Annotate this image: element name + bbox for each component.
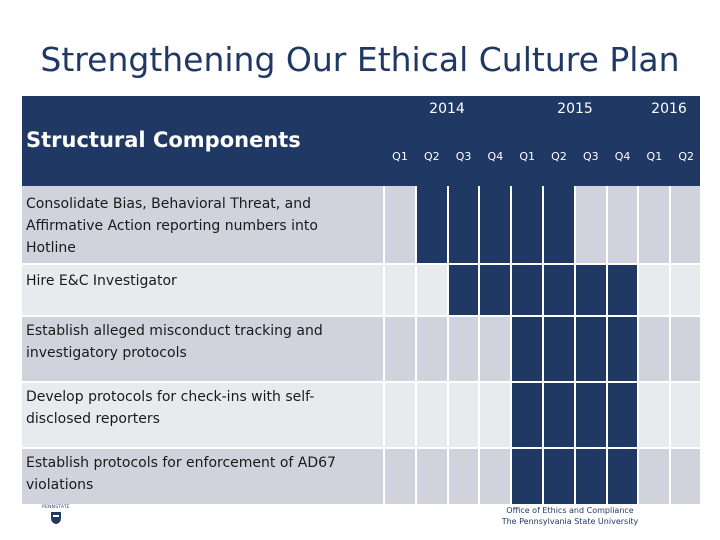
quarter-label: Q2 bbox=[551, 150, 567, 163]
timeline-active-cell bbox=[479, 186, 512, 264]
structural-components-heading: Structural Components bbox=[26, 128, 301, 152]
grid-column-divider bbox=[383, 186, 385, 504]
penn-state-shield-icon bbox=[51, 512, 61, 524]
quarter-label: Q2 bbox=[423, 150, 440, 163]
quarter-label: Q3 bbox=[455, 150, 472, 163]
slide-title: Strengthening Our Ethical Culture Plan bbox=[40, 40, 680, 79]
logo-wordmark: PENNSTATE bbox=[42, 505, 70, 510]
row-label: Develop protocols for check-ins with sel… bbox=[26, 389, 315, 427]
grid-column-divider bbox=[637, 186, 640, 504]
quarter-label: Q3 bbox=[582, 150, 599, 163]
timeline-active-cell bbox=[511, 264, 543, 316]
timeline-active-cell bbox=[574, 264, 607, 316]
grid-column-divider bbox=[542, 186, 544, 504]
timeline-active-cell bbox=[511, 186, 543, 264]
timeline-active-cell bbox=[511, 382, 543, 448]
timeline-active-cell bbox=[511, 448, 543, 504]
timeline-active-cell bbox=[606, 448, 639, 504]
timeline-active-cell bbox=[574, 448, 607, 504]
quarter-label: Q4 bbox=[614, 150, 631, 163]
timeline-active-cell bbox=[543, 448, 575, 504]
timeline-active-cell bbox=[574, 316, 607, 382]
grid-row-divider bbox=[22, 447, 700, 449]
timeline-active-cell bbox=[511, 316, 543, 382]
footer-office: Office of Ethics and Compliance bbox=[506, 506, 634, 515]
row-label: Establish alleged misconduct tracking an… bbox=[26, 323, 323, 361]
grid-column-divider bbox=[605, 186, 608, 504]
timeline-active-cell bbox=[606, 382, 639, 448]
grid-column-divider bbox=[669, 186, 672, 504]
timeline-active-cell bbox=[415, 186, 448, 264]
grid-column-divider bbox=[510, 186, 513, 504]
footer-credit: Office of Ethics and Compliance The Penn… bbox=[490, 505, 650, 527]
table-header-bar bbox=[22, 96, 700, 186]
quarter-label: Q1 bbox=[392, 150, 408, 163]
timeline-active-cell bbox=[606, 264, 639, 316]
timeline-active-cell bbox=[543, 186, 575, 264]
timeline-active-cell bbox=[479, 264, 512, 316]
timeline-active-cell bbox=[447, 186, 480, 264]
row-label: Establish protocols for enforcement of A… bbox=[26, 455, 336, 493]
grid-column-divider bbox=[701, 186, 703, 504]
grid-column-divider bbox=[573, 186, 576, 504]
quarter-label: Q1 bbox=[646, 150, 663, 163]
quarter-label: Q2 bbox=[678, 150, 695, 163]
timeline-active-cell bbox=[543, 316, 575, 382]
timeline-active-cell bbox=[606, 316, 639, 382]
timeline-active-cell bbox=[543, 382, 575, 448]
grid-row-divider bbox=[22, 381, 700, 383]
year-2015: 2015 bbox=[557, 101, 593, 117]
year-2014: 2014 bbox=[429, 101, 465, 117]
timeline-active-cell bbox=[447, 264, 480, 316]
penn-state-logo: PENNSTATE bbox=[38, 505, 74, 527]
row-label: Hire E&C Investigator bbox=[26, 273, 177, 289]
grid-row-divider bbox=[22, 315, 700, 317]
grid-column-divider bbox=[446, 186, 449, 504]
quarter-label: Q1 bbox=[519, 150, 536, 163]
grid-row-divider bbox=[22, 263, 700, 265]
timeline-active-cell bbox=[574, 382, 607, 448]
footer-university: The Pennsylvania State University bbox=[501, 517, 639, 526]
table-row bbox=[22, 186, 700, 264]
grid-column-divider bbox=[414, 186, 417, 504]
timeline-active-cell bbox=[543, 264, 575, 316]
quarter-label: Q4 bbox=[487, 150, 504, 163]
grid-column-divider bbox=[478, 186, 481, 504]
year-2016: 2016 bbox=[651, 101, 687, 117]
row-label: Consolidate Bias, Behavioral Threat, and… bbox=[26, 196, 318, 256]
